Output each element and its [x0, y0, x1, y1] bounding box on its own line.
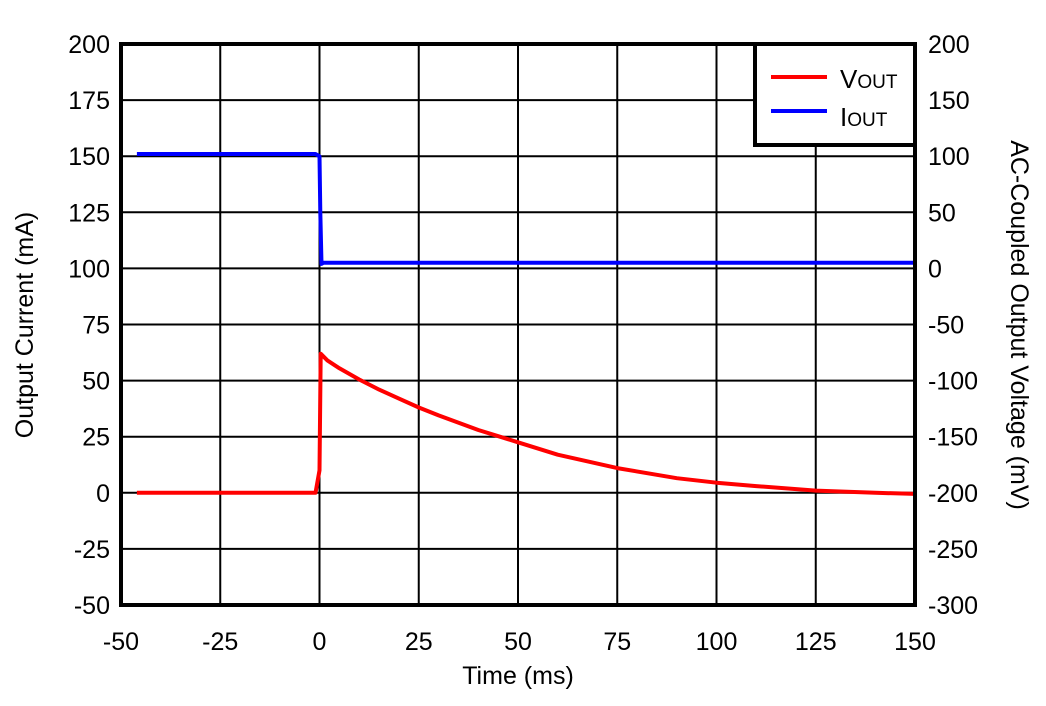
y-tick-label: 50: [82, 368, 110, 396]
y2-tick-label: -300: [928, 592, 978, 620]
x-tick-label: 125: [795, 628, 837, 656]
y2-tick-label: 100: [928, 143, 970, 171]
y2-tick-label: 150: [928, 87, 970, 115]
x-tick-label: 150: [894, 628, 936, 656]
y2-tick-label: -150: [928, 424, 978, 452]
x-tick-label: 100: [696, 628, 738, 656]
y2-tick-label: 200: [928, 31, 970, 59]
y2-tick-label: -250: [928, 536, 978, 564]
series-line-vout: [136, 351, 916, 496]
y2-tick-label: 50: [928, 199, 956, 227]
y-tick-label: 0: [96, 480, 110, 508]
y-tick-label: 200: [68, 31, 110, 59]
y-axis-ticks-right: 200 150 100 50 0 -50 -100 -150 -200 -250 -300: [928, 31, 978, 620]
y-axis-label-right: AC-Coupled Output Voltage (mV): [1005, 140, 1033, 510]
y-tick-label: -50: [74, 592, 110, 620]
legend-label-vout: VOUT: [840, 64, 898, 94]
x-axis-ticks: -50 -25 0 25 50 75 100 125 150: [103, 628, 936, 656]
x-tick-label: 50: [504, 628, 532, 656]
legend-box: [753, 42, 917, 147]
x-tick-label: -25: [202, 628, 238, 656]
x-tick-label: -50: [103, 628, 139, 656]
y-tick-label: -25: [74, 536, 110, 564]
y-axis-label-left: Output Current (mA): [11, 212, 39, 438]
x-tick-label: 25: [405, 628, 433, 656]
series-line-iout: [136, 152, 915, 266]
x-tick-label: 75: [603, 628, 631, 656]
y2-tick-label: -50: [928, 312, 964, 340]
series-layer: [136, 152, 916, 496]
x-axis-label: Time (ms): [462, 662, 574, 690]
y-tick-label: 75: [82, 312, 110, 340]
y-tick-label: 125: [68, 199, 110, 227]
x-tick-label: 0: [313, 628, 327, 656]
y-axis-ticks-left: 200 175 150 125 100 75 50 25 0 -25 -50: [68, 31, 110, 620]
y2-tick-label: 0: [928, 255, 942, 283]
y-tick-label: 175: [68, 87, 110, 115]
y-tick-label: 150: [68, 143, 110, 171]
y-tick-label: 25: [82, 424, 110, 452]
y2-tick-label: -200: [928, 480, 978, 508]
legend: VOUT IOUT: [753, 42, 917, 147]
legend-label-iout: IOUT: [840, 102, 888, 132]
grid-lines: [120, 43, 916, 606]
y-tick-label: 100: [68, 255, 110, 283]
plot-frame: [119, 42, 917, 607]
y2-tick-label: -100: [928, 368, 978, 396]
